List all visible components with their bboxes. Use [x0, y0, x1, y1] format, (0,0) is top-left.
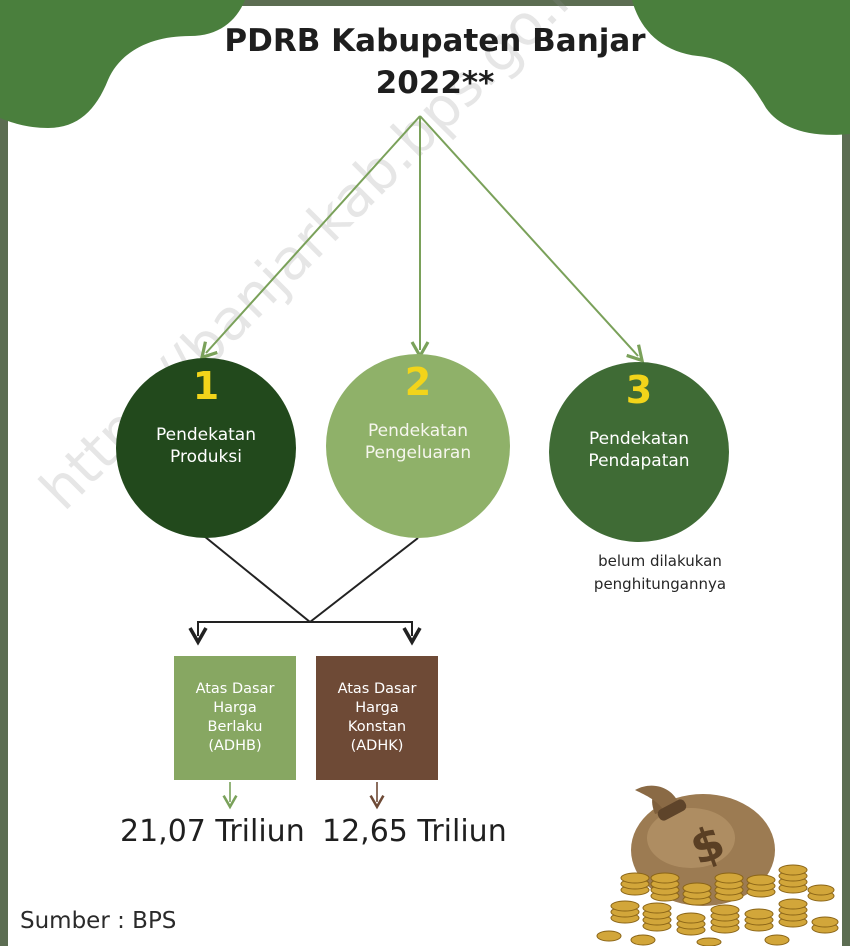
arrow-to-approach-3: [419, 115, 645, 363]
approach-number: 2: [404, 360, 432, 404]
page-title: PDRB Kabupaten Banjar 2022**: [200, 20, 670, 104]
adhb-value: 21,07 Triliun: [120, 814, 305, 849]
box-line: (ADHB): [208, 738, 262, 754]
box-line: Berlaku: [207, 719, 263, 735]
title-line-2: 2022**: [375, 65, 495, 101]
approach-label: Pendekatan Pengeluaran: [365, 420, 471, 464]
box-line: Harga: [213, 700, 257, 716]
box-line: Atas Dasar: [195, 681, 275, 697]
adhk-value: 12,65 Triliun: [322, 814, 507, 849]
adhb-label: Atas Dasar Harga Berlaku (ADHB): [180, 680, 291, 756]
adhb-box: Atas Dasar Harga Berlaku (ADHB): [174, 656, 296, 780]
approach-label-line: Pendekatan: [156, 425, 256, 445]
adhk-label: Atas Dasar Harga Konstan (ADHK): [322, 680, 433, 756]
approach-label-line: Pendapatan: [588, 451, 690, 471]
branch-line: [188, 621, 310, 646]
approach-label-line: Pendekatan: [368, 421, 468, 441]
approach-label: Pendekatan Pendapatan: [588, 428, 689, 472]
note-line: belum dilakukan: [598, 552, 722, 570]
adhk-box: Atas Dasar Harga Konstan (ADHK): [316, 656, 438, 780]
approach-label-line: Pengeluaran: [364, 443, 472, 463]
approach-expenditure: 2 Pendekatan Pengeluaran: [326, 354, 510, 538]
approach-label-line: Pendekatan: [589, 429, 689, 449]
approach-income: 3 Pendekatan Pendapatan: [549, 362, 729, 542]
corner-blob-right: [632, 0, 850, 135]
arrow-to-approach-1: [199, 115, 421, 360]
corner-blob-left: [0, 0, 245, 128]
note-line: penghitungannya: [593, 575, 727, 593]
approach-number: 1: [192, 364, 220, 408]
income-approach-note: belum dilakukan penghitungannya: [560, 550, 760, 596]
approach-label: Pendekatan Produksi: [156, 424, 256, 468]
approach-production: 1 Pendekatan Produksi: [116, 358, 296, 538]
box-line: Atas Dasar: [337, 681, 417, 697]
approach-number: 3: [625, 368, 653, 412]
coin-stack-icon: [596, 864, 839, 946]
box-line: (ADHK): [350, 738, 404, 754]
line-from-approach-2: [309, 537, 419, 623]
title-line-1: PDRB Kabupaten Banjar: [224, 23, 646, 59]
box-line: Konstan: [347, 719, 407, 735]
approach-label-line: Produksi: [170, 447, 242, 467]
box-line: Harga: [355, 700, 399, 716]
line-from-approach-1: [203, 535, 311, 623]
branch-line-2: [310, 621, 422, 646]
money-bag-icon: $: [596, 785, 839, 946]
source-note: Sumber : BPS: [20, 908, 177, 934]
